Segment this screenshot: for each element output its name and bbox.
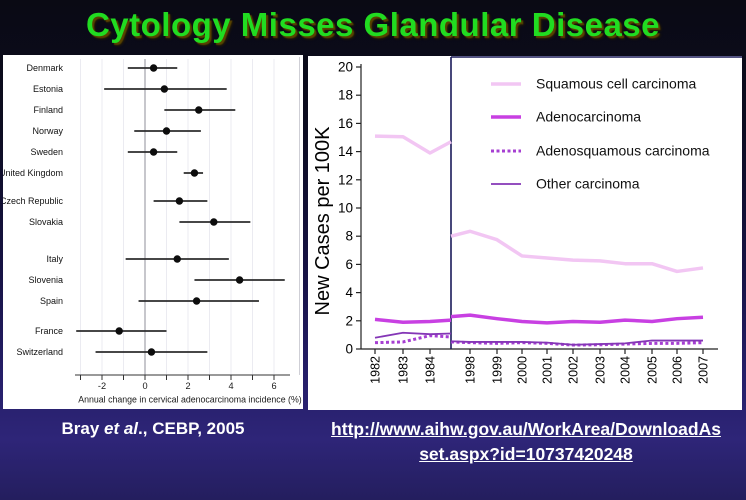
legend-item: Adenocarcinoma — [491, 109, 641, 125]
citation-suffix: ., CEBP, 2005 — [138, 419, 245, 438]
x-tick-label: 2004 — [619, 356, 633, 384]
link-line-2[interactable]: set.aspx?id=10737420248 — [419, 444, 633, 464]
country-label: Estonia — [33, 84, 63, 94]
link-line-1[interactable]: http://www.aihw.gov.au/WorkArea/Download… — [331, 419, 721, 439]
estimate-dot — [190, 169, 199, 177]
country-label: Switzerland — [16, 347, 63, 357]
estimate-dot — [149, 148, 158, 156]
series-line-left — [374, 134, 452, 155]
estimate-dot — [192, 297, 201, 305]
estimate-dot — [162, 127, 171, 135]
country-label: Slovenia — [28, 275, 63, 285]
estimate-dot — [195, 106, 203, 114]
country-label: Sweden — [30, 147, 63, 157]
country-label: Norway — [32, 126, 63, 136]
citation-et-al: et al — [104, 419, 139, 438]
country-label: Spain — [40, 296, 63, 306]
forest-row: Spain — [40, 296, 259, 306]
forest-row: Finland — [33, 105, 236, 115]
x-tick-label: -2 — [98, 381, 106, 391]
estimate-dot — [235, 276, 244, 284]
series-line-right — [450, 229, 704, 274]
legend-item: Adenosquamous carcinoma — [491, 143, 710, 159]
forest-row: Norway — [32, 126, 201, 136]
estimate-dot — [173, 255, 181, 263]
y-tick-label: 20 — [338, 60, 353, 75]
y-tick-label: 2 — [345, 313, 353, 328]
forest-plot-svg: -2 0 2 4 6 Annual change in cervical adenocar… — [3, 57, 302, 405]
x-tick-label: 1982 — [369, 356, 383, 384]
forest-row: France — [35, 326, 167, 336]
trend-chart-svg: 0 2 4 6 8 10 12 14 16 18 20 1982 1983 1984 1998 1999 200… — [312, 56, 742, 384]
series-line-right — [450, 339, 703, 346]
estimate-dot — [175, 197, 184, 205]
legend-label: Other carcinoma — [536, 176, 640, 192]
x-tick-label: 0 — [142, 381, 147, 391]
estimate-dot — [210, 218, 218, 226]
x-tick-label: 2000 — [516, 356, 530, 384]
x-tick-label: 2001 — [541, 356, 555, 384]
series-line-right — [450, 313, 704, 325]
y-tick-label: 12 — [338, 172, 353, 187]
x-tick-label: 6 — [271, 381, 276, 391]
x-tick-label: 2006 — [671, 356, 685, 384]
country-label: Slovakia — [29, 217, 63, 227]
estimate-dot — [149, 64, 158, 72]
x-tick-label: 1998 — [464, 356, 478, 384]
y-tick-label: 6 — [345, 257, 353, 272]
estimate-dot — [115, 327, 123, 335]
x-tick-label: 2002 — [567, 356, 581, 384]
series-line-left — [374, 317, 452, 324]
x-axis-title: Annual change in cervical adenocarcinoma… — [78, 395, 302, 405]
estimate-dot — [147, 348, 156, 356]
slide-title: Cytology Misses Glandular Disease — [85, 6, 661, 43]
country-label: Czech Republic — [3, 196, 63, 206]
y-tick-label: 10 — [338, 201, 353, 216]
country-label: United Kingdom — [3, 168, 63, 178]
forest-row: Italy — [46, 254, 229, 264]
x-tick-label: 2005 — [646, 356, 660, 384]
legend-item: Squamous cell carcinoma — [491, 76, 697, 92]
forest-plot-panel: -2 0 2 4 6 Annual change in cervical adenocar… — [3, 55, 303, 409]
y-tick-label: 4 — [345, 285, 353, 300]
forest-row: Slovenia — [28, 275, 285, 285]
y-tick-label: 0 — [345, 342, 353, 357]
legend-label: Adenocarcinoma — [536, 109, 641, 125]
citation-text: Bray et al., CEBP, 2005 — [0, 419, 306, 439]
series-line-left — [374, 334, 452, 345]
y-axis-title: New Cases per 100K — [312, 126, 334, 316]
y-tick-label: 18 — [338, 88, 353, 103]
x-tick-label: 2007 — [697, 356, 711, 384]
country-label: France — [35, 326, 63, 336]
country-label: Denmark — [26, 63, 63, 73]
x-tick-label: 1983 — [397, 356, 411, 384]
forest-row: Estonia — [33, 84, 227, 94]
country-label: Italy — [46, 254, 63, 264]
y-tick-label: 16 — [338, 116, 353, 131]
x-tick-label: 4 — [228, 381, 233, 391]
download-link[interactable]: http://www.aihw.gov.au/WorkArea/Download… — [310, 417, 742, 467]
legend-label: Adenosquamous carcinoma — [536, 143, 710, 159]
legend-item: Other carcinoma — [491, 176, 640, 192]
forest-row: Denmark — [26, 63, 178, 73]
forest-row: United Kingdom — [3, 168, 204, 178]
x-tick-label: 1984 — [424, 356, 438, 384]
forest-row: Sweden — [30, 147, 178, 157]
legend-label: Squamous cell carcinoma — [536, 76, 697, 92]
forest-row: Switzerland — [16, 347, 208, 357]
series-line-left — [374, 331, 452, 339]
x-tick-label: 2 — [185, 381, 190, 391]
citation-prefix: Bray — [61, 419, 104, 438]
x-tick-label: 1999 — [491, 356, 505, 384]
trend-chart-panel: 0 2 4 6 8 10 12 14 16 18 20 1982 1983 1984 1998 1999 200… — [308, 56, 742, 410]
country-label: Finland — [33, 105, 63, 115]
estimate-dot — [160, 85, 169, 93]
y-tick-label: 14 — [338, 144, 354, 159]
y-tick-label: 8 — [345, 229, 353, 244]
forest-row: Czech Republic — [3, 196, 208, 206]
forest-row: Slovakia — [29, 217, 251, 227]
x-tick-label: 2003 — [594, 356, 608, 384]
